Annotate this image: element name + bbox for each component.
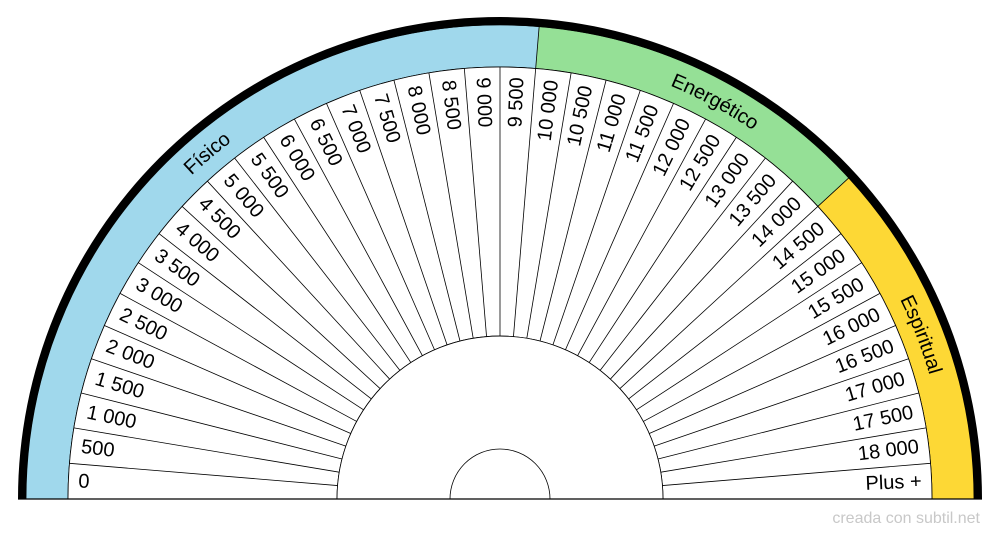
sector-divider [359,90,448,345]
sector-divider [181,206,381,389]
sector-divider [207,180,390,380]
sector-divider [294,118,423,356]
sector-divider [393,80,461,342]
frame-layer [18,17,982,500]
hub-arc [449,448,551,500]
sector-divider [662,462,931,486]
sector-divider [636,262,862,411]
sector-label: 9 000 [472,77,496,128]
sector-divider [552,90,641,345]
sector-label: Plus + [865,471,922,495]
sector-divider [69,462,338,486]
sector-divider [91,358,346,447]
sector-divider [539,80,607,342]
sector-divider [660,427,927,473]
sector-divider [588,137,737,363]
inner-arc [336,335,664,500]
sector-divider [610,180,793,380]
sector-label: 0 [78,471,90,493]
sector-divider [619,206,819,389]
sector-divider [119,293,357,422]
sector-divider [158,233,372,400]
sector-label: 9 500 [504,77,528,128]
sector-divider [657,392,919,460]
sector-divider [326,103,435,350]
sector-divider [654,358,909,447]
sector-label: 500 [80,436,116,462]
sector-divider [463,68,487,337]
sectors-layer [67,66,933,500]
sector-divider [138,262,364,411]
credit-text: creada con subtil.net [832,510,980,527]
sector-divider [513,68,537,337]
sector-divider [526,72,572,339]
sector-divider [628,233,842,400]
sector-divider [234,157,401,371]
sector-divider [649,325,896,434]
sector-divider [263,137,412,363]
sector-divider [643,293,881,422]
sector-divider [428,72,474,339]
sector-divider [104,325,351,434]
sector-divider [577,118,706,356]
sector-divider [599,157,766,371]
sector-divider [81,392,343,460]
sector-divider [73,427,340,473]
sector-divider [565,103,674,350]
